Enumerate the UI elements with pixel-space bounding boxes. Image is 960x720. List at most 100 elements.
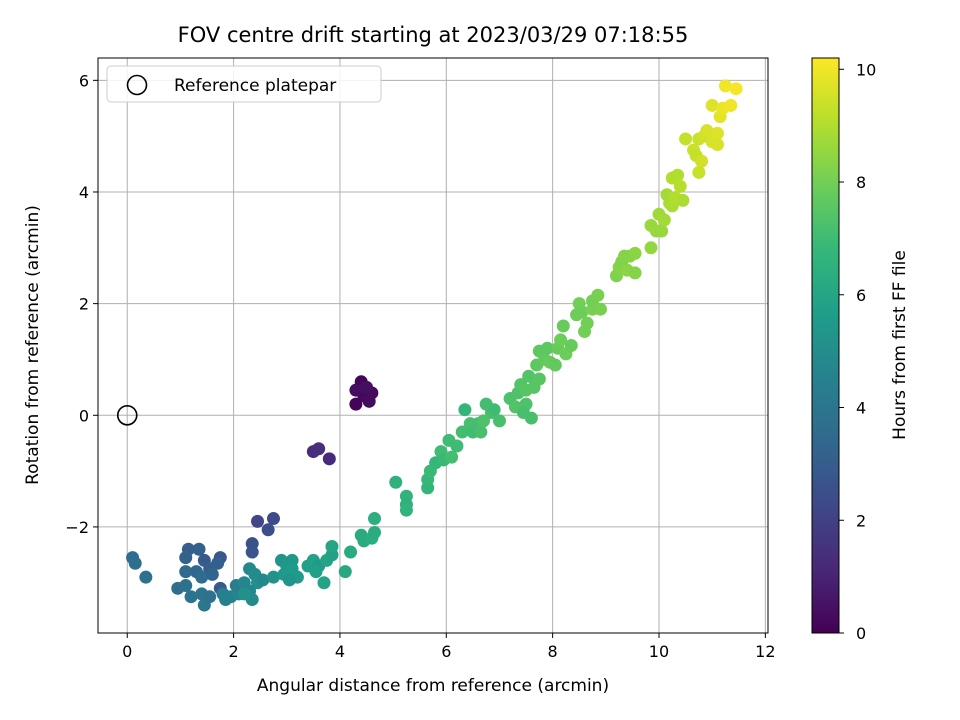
legend: Reference platepar [106,65,382,103]
data-point [594,302,607,316]
data-point [179,551,193,565]
legend-label: Reference platepar [174,76,336,96]
data-point [312,442,326,456]
data-point [628,266,642,280]
data-point [673,179,687,193]
colorbar-tick-label: 4 [856,399,866,418]
data-point [554,333,568,347]
x-tick-label: 6 [441,642,451,661]
data-point [349,397,363,411]
data-point [362,394,376,408]
x-tick-label: 12 [755,642,775,661]
data-point [671,168,685,182]
colorbar-label: Hours from first FF file [890,250,910,440]
x-tick-label: 0 [122,642,132,661]
x-tick-label: 8 [548,642,558,661]
data-point [205,567,219,581]
data-point [522,369,536,383]
data-point [695,154,709,168]
y-tick-label: 2 [79,295,89,314]
data-point [676,193,690,207]
x-axis-ticks: 0 2 4 6 8 10 12 [122,633,776,661]
data-point [445,450,459,464]
data-point [251,514,265,528]
data-point [710,126,724,140]
legend-box [106,65,382,103]
data-point [203,590,217,604]
data-point [692,165,706,179]
data-point [532,372,546,386]
plot-frame [97,57,769,634]
data-point [455,425,469,439]
data-point [317,576,331,590]
y-tick-label: 0 [79,406,89,425]
data-point [266,512,280,526]
data-point [309,565,323,579]
data-point [179,579,193,593]
data-point [179,565,193,579]
data-point [705,98,719,112]
data-point [724,98,738,112]
data-point [245,545,259,559]
data-point [729,82,743,96]
colorbar: 0 2 4 6 8 10 Hours from first FF file [811,57,910,643]
colorbar-ticks: 0 2 4 6 8 10 [839,60,876,643]
data-point [718,79,732,93]
data-point [644,241,658,255]
colorbar-tick-label: 2 [856,511,866,530]
data-point [128,556,142,570]
colorbar-gradient [811,57,840,634]
data-point [184,590,198,604]
data-point [338,565,352,579]
colorbar-tick-label: 0 [856,624,866,643]
data-point [657,213,671,227]
data-point [399,503,413,517]
data-point [710,138,724,152]
data-point [261,523,275,537]
data-point [628,246,642,260]
data-point [474,425,488,439]
data-point [349,383,363,397]
data-point [548,358,562,372]
data-point [679,132,693,146]
colorbar-tick-label: 8 [856,173,866,192]
chart-title: FOV centre drift starting at 2023/03/29 … [178,23,689,47]
colorbar-tick-label: 10 [856,60,876,79]
data-point [591,288,605,302]
data-point [282,573,296,587]
data-point [540,341,554,355]
y-tick-label: 4 [79,183,89,202]
data-point [458,403,472,417]
data-point [389,475,403,489]
reference-platepar-marker [116,404,138,426]
data-point [192,542,206,556]
data-point [344,545,358,559]
data-point [368,512,382,526]
data-point [139,570,153,584]
x-axis-label: Angular distance from reference (arcmin) [257,676,609,696]
data-point [524,411,538,425]
data-point [237,587,251,601]
colorbar-tick-label: 6 [856,286,866,305]
data-point [195,570,209,584]
data-point [266,570,280,584]
data-point [700,124,714,138]
y-tick-label: −2 [65,518,89,537]
x-tick-label: 2 [229,642,239,661]
x-tick-label: 10 [649,642,669,661]
data-point [360,380,374,394]
data-point [450,439,464,453]
data-point [575,305,589,319]
data-point [580,316,594,330]
y-tick-label: 6 [79,71,89,90]
data-point [655,224,669,238]
data-point [325,539,339,553]
data-point [556,319,570,333]
data-point [256,573,270,587]
data-point [477,414,491,428]
legend-marker-icon [126,74,148,96]
data-point [211,556,225,570]
y-axis-label: Rotation from reference (arcmin) [23,205,43,485]
data-points [126,79,743,612]
